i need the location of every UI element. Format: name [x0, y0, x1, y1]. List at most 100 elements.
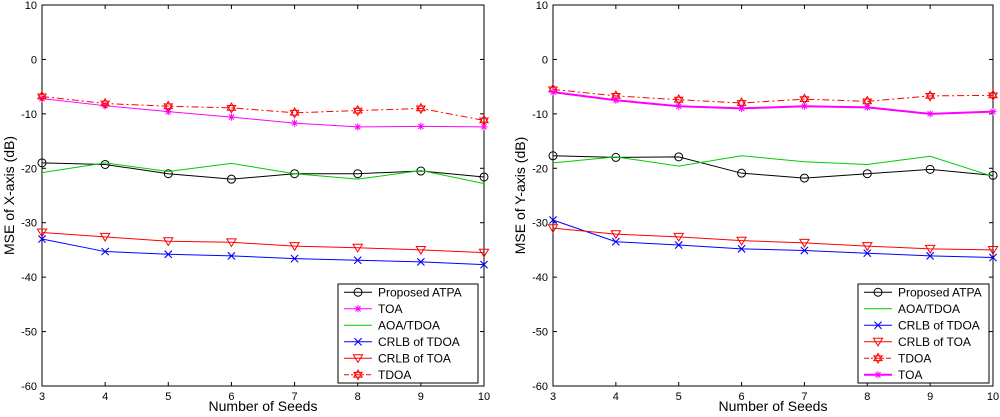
x-tick-label: 8 — [864, 391, 870, 403]
series-line — [552, 155, 994, 179]
series-line — [552, 91, 994, 115]
data-point — [799, 173, 809, 183]
series-crlb-of-toa — [547, 224, 999, 256]
series-aoa-tdoa — [552, 155, 994, 177]
x-tick-label: 5 — [676, 391, 682, 403]
x-tick-label: 9 — [418, 391, 424, 403]
y-tick-label: 0 — [542, 54, 548, 66]
data-point — [101, 247, 110, 256]
data-point — [987, 89, 999, 102]
data-point — [924, 244, 936, 254]
x-axis-title: Number of Seeds — [209, 398, 318, 414]
data-point — [226, 174, 236, 184]
y-axis-title: MSE of Y-axis (dB) — [512, 137, 528, 255]
data-point — [162, 237, 174, 247]
data-point — [549, 216, 557, 224]
legend-marker — [872, 337, 884, 347]
data-point — [800, 102, 809, 110]
data-point — [478, 248, 490, 258]
data-point — [610, 230, 622, 240]
data-point — [674, 241, 683, 250]
data-point — [736, 236, 748, 246]
data-point — [36, 90, 48, 103]
data-point — [673, 93, 684, 106]
y-tick-label: 10 — [536, 0, 548, 12]
legend-box — [337, 283, 479, 384]
legend-marker — [353, 287, 363, 297]
x-tick-label: 3 — [39, 391, 45, 403]
legend-label: CRLB of TOA — [898, 335, 971, 349]
x-tick-label: 4 — [613, 391, 619, 403]
data-point — [415, 102, 426, 115]
series-line — [41, 95, 485, 121]
chart-panel-2: 3 4 5 6 7 8 9 10 -60 -50 -40 -30 -20 -10 0 10 Number of … — [512, 0, 999, 414]
legend-label: TOA — [378, 302, 402, 316]
data-point — [290, 119, 299, 127]
x-tick-label: 3 — [550, 391, 556, 403]
data-point — [925, 90, 936, 102]
x-tick-label: 9 — [927, 391, 933, 403]
y-tick-label: 10 — [25, 0, 37, 12]
legend: Proposed ATPA AOA/TDOA CRLB of TDOA CRLB of… — [857, 283, 990, 384]
data-point — [861, 242, 873, 252]
legend-label: AOA/TDOA — [898, 302, 960, 316]
data-point — [862, 169, 872, 179]
legend-marker — [354, 337, 362, 346]
series-line — [552, 155, 994, 177]
x-tick-label: 4 — [102, 391, 108, 403]
data-point — [353, 169, 363, 179]
data-point — [163, 100, 174, 113]
y-tick-label: -50 — [532, 327, 548, 339]
legend-marker — [352, 368, 364, 381]
data-point — [38, 235, 46, 244]
data-point — [737, 104, 746, 113]
legend: Proposed ATPA TOA AOA/TDOA CRLB of TDOA CRLB… — [337, 283, 479, 384]
data-point — [612, 96, 620, 104]
data-point — [289, 242, 301, 252]
series-line — [552, 227, 994, 251]
y-tick-label: -40 — [21, 272, 37, 284]
data-point — [480, 260, 488, 269]
x-tick-label: 7 — [801, 391, 807, 403]
x-tick-label: 8 — [355, 391, 361, 403]
data-point — [478, 114, 490, 127]
legend-marker — [874, 371, 882, 379]
data-point — [800, 246, 809, 255]
legend-label: TOA — [898, 368, 922, 382]
series-line — [552, 219, 994, 259]
x-tick-label: 6 — [228, 391, 234, 403]
chart-panel-1: 3 4 5 6 7 8 9 10 -60 -50 -40 -30 -20 -10 0 10 Number of … — [1, 0, 490, 414]
y-tick-label: 0 — [31, 54, 37, 66]
data-point — [548, 151, 558, 161]
series-crlb-of-tdoa — [549, 216, 997, 262]
data-point — [989, 108, 997, 116]
data-point — [227, 113, 236, 121]
data-point — [99, 232, 111, 242]
series-line — [552, 88, 994, 104]
data-point — [37, 158, 47, 168]
legend-label: CRLB of TDOA — [898, 318, 980, 332]
data-point — [863, 103, 871, 111]
data-point — [737, 168, 747, 178]
data-point — [164, 250, 173, 259]
x-tick-label: 5 — [165, 391, 171, 403]
y-tick-label: -10 — [21, 109, 37, 121]
legend-marker — [354, 305, 362, 313]
data-point — [416, 257, 425, 266]
data-point — [674, 152, 684, 162]
legend-box — [857, 283, 990, 384]
legend-label: Proposed ATPA — [378, 285, 462, 299]
data-point — [547, 224, 559, 234]
data-point — [925, 164, 935, 174]
series-aoa-tdoa — [41, 162, 485, 185]
data-point — [352, 243, 364, 253]
y-tick-label: -30 — [532, 218, 548, 230]
x-axis-title: Number of Seeds — [719, 398, 828, 414]
data-point — [100, 97, 111, 110]
legend-label: TDOA — [378, 368, 411, 382]
series-line — [41, 98, 485, 128]
legend-marker — [352, 354, 364, 364]
data-point — [417, 122, 425, 130]
data-point — [353, 256, 362, 265]
